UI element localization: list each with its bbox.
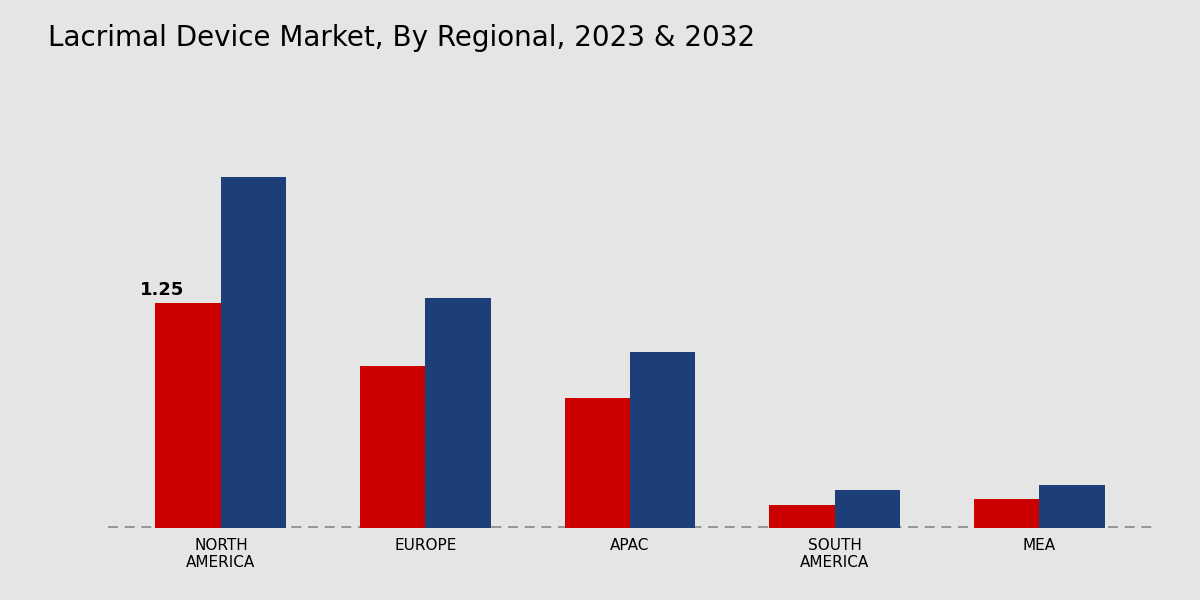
Bar	[221, 177, 287, 528]
Bar	[564, 398, 630, 528]
Bar	[769, 505, 834, 528]
Bar	[834, 490, 900, 528]
Bar	[156, 303, 221, 528]
Bar	[360, 366, 426, 528]
Bar	[630, 352, 696, 528]
Text: 1.25: 1.25	[139, 281, 184, 299]
Bar	[1039, 485, 1104, 528]
Bar	[973, 499, 1039, 528]
Text: Lacrimal Device Market, By Regional, 2023 & 2032: Lacrimal Device Market, By Regional, 202…	[48, 24, 755, 52]
Bar	[426, 298, 491, 528]
